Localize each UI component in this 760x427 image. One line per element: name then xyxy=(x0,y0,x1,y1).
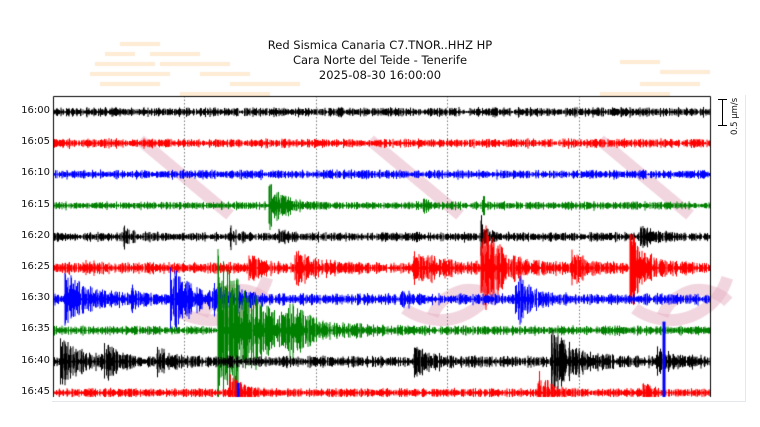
y-tick-label: 16:00 xyxy=(21,105,50,116)
y-tick-label: 16:10 xyxy=(21,167,50,179)
scale-cap-bottom xyxy=(718,125,727,126)
scale-label: 0.5 μm/s xyxy=(730,97,740,135)
scale-bar-line xyxy=(722,99,723,125)
y-tick-label: 16:35 xyxy=(21,323,50,335)
amplitude-scale-bar: 0.5 μm/s xyxy=(717,97,757,137)
y-tick-label: 16:15 xyxy=(21,198,50,210)
y-tick-label: 16:40 xyxy=(21,354,50,366)
image-right-border xyxy=(745,95,746,402)
y-tick-label: 16:45 xyxy=(21,385,50,397)
chart-title: Red Sismica Canaria C7.TNOR..HHZ HP xyxy=(267,38,493,52)
chart-datetime: 2025-08-30 16:00:00 xyxy=(318,68,442,82)
y-tick-label: 16:20 xyxy=(21,229,50,241)
y-tick-label: 16:25 xyxy=(21,261,50,272)
image-bottom-border xyxy=(52,401,746,402)
y-tick-label: 16:05 xyxy=(21,136,50,148)
chart-subtitle: Cara Norte del Teide - Tenerife xyxy=(292,53,468,67)
y-tick-label: 16:30 xyxy=(21,292,50,304)
chart-title-block: Red Sismica Canaria C7.TNOR..HHZ HP Cara… xyxy=(0,38,760,83)
